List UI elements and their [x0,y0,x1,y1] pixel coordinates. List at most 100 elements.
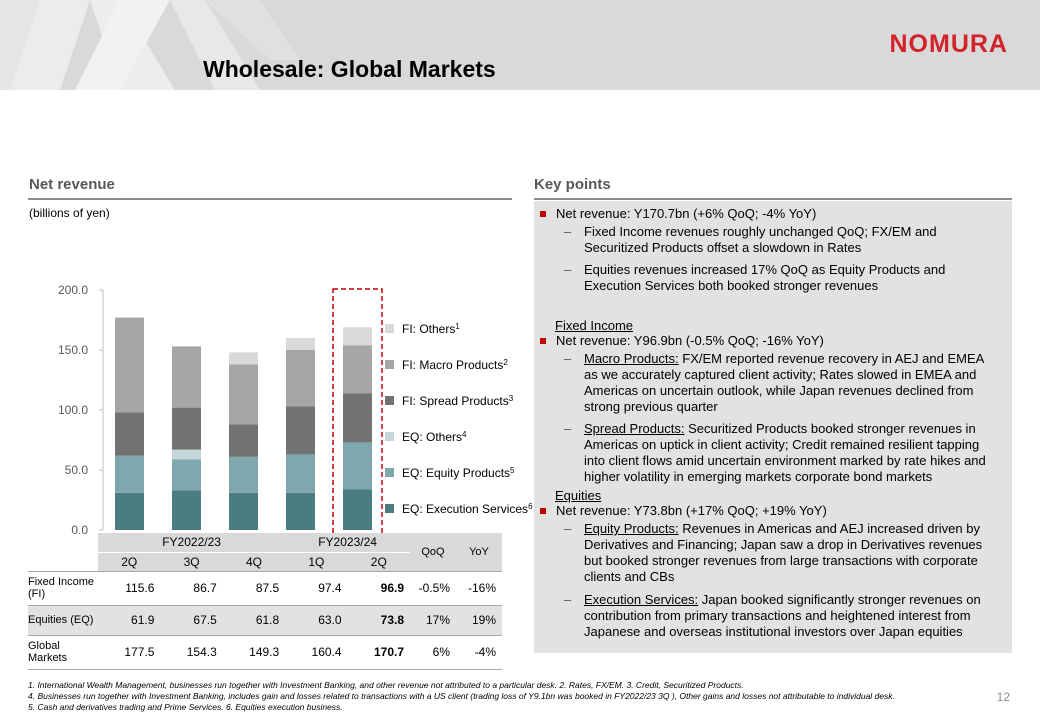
bar-segment [286,492,315,530]
table-cell: -4% [474,645,496,659]
quarter-header: 2Q [98,552,161,571]
table-cell: 86.7 [193,581,217,595]
footnote-line: 4. Businesses run together with Investme… [28,691,895,701]
kp-eq-exec: Execution Services: Japan booked signifi… [584,592,1002,640]
highlight-box [332,288,383,535]
bar-segment [343,442,372,490]
legend-label: FI: Macro Products2 [402,358,508,373]
macro-text: FX/EM reported revenue recovery in AEJ a… [584,351,984,414]
bar-segment [229,492,258,530]
header-band [0,0,1040,90]
eq-exec-label: Execution Services: [584,592,699,607]
table-cell: 149.3 [249,645,280,659]
y-tick-label: 200.0 [58,283,88,297]
eq-exec-text: Japan booked significantly stronger reve… [584,592,981,639]
table-cell: 154.3 [186,645,217,659]
legend-label: EQ: Equity Products5 [402,466,515,481]
bar-segment [115,492,144,530]
spread-label: Spread Products: [584,421,685,436]
bar-segment [172,407,201,450]
legend-label: EQ: Execution Services6 [402,502,533,517]
table-cell: 6% [432,645,450,659]
bar-segment [172,346,201,408]
table-cell: 115.6 [125,581,155,595]
bullet-icon [540,507,546,514]
key-points-rule [534,198,1012,200]
dash-icon: – [564,351,572,366]
revenue-table: FY2022/23 FY2023/24 QoQ YoY 2Q 3Q 4Q 1Q … [28,533,502,670]
row-label: Fixed Income (FI) [28,576,95,600]
legend-swatch [385,504,394,513]
bar-segment [286,338,315,350]
kp-sub-1: Fixed Income revenues roughly unchanged … [584,224,937,255]
table-cell: 63.0 [318,613,342,627]
dash-icon: – [564,421,572,436]
legend-swatch [385,432,394,441]
row-label: Global Markets [28,640,68,664]
y-tick-label: 150.0 [58,343,88,357]
bar-segment [343,393,372,443]
nomura-logo: NOMURA [889,30,1008,58]
bar-segment [172,449,201,460]
kp-fi-spread: Spread Products: Securitized Products bo… [584,421,1002,485]
net-revenue-heading: Net revenue [29,176,115,193]
table-row: Fixed Income (FI) 115.6 86.7 87.5 97.4 9… [28,571,502,605]
legend-swatch [385,468,394,477]
table-cell: 170.7 [373,645,404,659]
bar-segment [286,350,315,407]
page-number: 12 [996,690,1010,704]
legend-label: FI: Others1 [402,322,460,337]
net-revenue-chart: 0.0 50.0 100.0 150.0 200.0 FI: Others1 FI: Mac… [58,283,533,537]
table-cell: 97.4 [318,581,342,595]
legend-label: FI: Spread Products3 [402,394,514,409]
kp-eq-products: Equity Products: Revenues in Americas an… [584,521,1002,585]
key-points-heading: Key points [534,176,611,193]
quarter-header: 3Q [160,552,223,571]
bar-segment [115,455,144,493]
bullet-icon [540,210,546,217]
dash-icon: – [564,592,572,607]
bar-segment [229,456,258,493]
y-tick-label: 0.0 [71,523,88,537]
y-tick-label: 100.0 [58,403,88,417]
table-cell: 96.9 [380,581,404,595]
footnote-line: 1. International Wealth Management, busi… [28,680,744,690]
bar-segment [343,327,372,346]
footnotes: 1. International Wealth Management, busi… [28,680,1008,713]
table-cell: -0.5% [418,581,450,595]
quarter-header: 1Q [285,552,348,571]
quarter-header: 2Q [347,552,410,571]
table-cell: 67.5 [193,613,217,627]
table-cell: -16% [467,581,496,595]
fy2223-header: FY2022/23 [98,533,286,553]
table-cell: 19% [471,613,496,627]
spread-text: Securitized Products booked stronger rev… [584,421,986,484]
legend-swatch [385,324,394,333]
bar-segment [115,412,144,456]
table-cell: 160.4 [311,645,342,659]
bar-segment [172,459,201,491]
table-row: Global Markets 177.5 154.3 149.3 160.4 1… [28,635,502,669]
quarter-header: 4Q [222,552,286,571]
bar-segment [229,352,258,365]
qoq-header: QoQ [410,533,456,571]
bar-segment [343,489,372,530]
key-points-panel: Net revenue: Y170.7bn (+6% QoQ; -4% YoY)… [534,201,1012,653]
bar-segment [229,424,258,457]
fi-heading: Fixed Income [555,318,634,333]
kp-fi-macro: Macro Products: FX/EM reported revenue r… [584,351,999,415]
table-cell: 17% [425,613,450,627]
eq-heading: Equities [555,488,602,503]
eq-products-label: Equity Products: [584,521,679,536]
dash-icon: – [564,521,572,536]
legend-swatch [385,360,394,369]
yoy-header: YoY [456,533,502,571]
bar-segment [172,490,201,530]
page-title: Wholesale: Global Markets [203,56,496,82]
kp-fi-net-text: Net revenue: Y96.9bn (-0.5% QoQ; -16% Yo… [556,333,824,348]
fy2324-header: FY2023/24 [285,533,410,553]
kp-fi-net: Net revenue: Y96.9bn (-0.5% QoQ; -16% Yo… [540,333,1000,349]
table-cell: 87.5 [255,581,280,595]
dash-icon: – [564,224,572,239]
bar-segment [343,345,372,394]
